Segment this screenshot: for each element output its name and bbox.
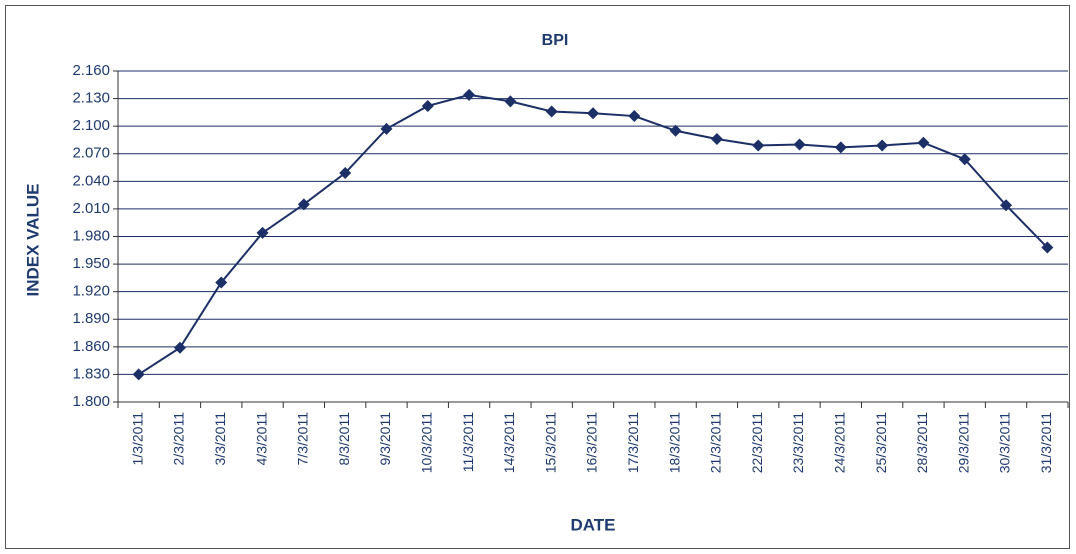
x-tick-label: 23/3/2011 <box>790 412 806 473</box>
y-tick-label: 1.920 <box>72 283 110 300</box>
data-point <box>421 99 434 112</box>
y-tick-label: 1.980 <box>72 227 110 244</box>
data-point <box>1000 199 1013 212</box>
x-tick-label: 25/3/2011 <box>873 412 889 473</box>
data-point <box>380 122 393 135</box>
data-point <box>834 141 847 154</box>
x-tick-label: 18/3/2011 <box>666 412 682 473</box>
data-point <box>297 198 310 211</box>
y-axis-title: INDEX VALUE <box>23 183 42 296</box>
data-point <box>587 107 599 120</box>
x-tick-label: 30/3/2011 <box>997 412 1013 473</box>
data-point <box>339 167 352 180</box>
data-point <box>173 341 186 354</box>
x-tick-label: 8/3/2011 <box>336 412 352 466</box>
x-tick-label: 31/3/2011 <box>1038 412 1054 473</box>
data-point <box>256 226 269 239</box>
data-point <box>504 95 517 108</box>
data-point <box>545 105 558 118</box>
data-point <box>669 124 682 137</box>
x-tick-label: 28/3/2011 <box>914 412 930 473</box>
x-tick-label: 21/3/2011 <box>708 412 724 473</box>
x-tick-label: 11/3/2011 <box>460 412 476 472</box>
x-tick-label: 17/3/2011 <box>625 412 641 473</box>
x-tick-label: 7/3/2011 <box>295 412 311 466</box>
data-point <box>752 139 765 152</box>
data-point <box>463 88 476 101</box>
data-point <box>958 153 971 166</box>
chart-border <box>5 5 1070 549</box>
data-point <box>628 110 641 123</box>
x-tick-label: 24/3/2011 <box>832 412 848 473</box>
y-tick-label: 2.010 <box>72 200 110 217</box>
x-tick-label: 3/3/2011 <box>212 412 228 466</box>
x-tick-label: 2/3/2011 <box>171 412 187 466</box>
x-tick-label: 4/3/2011 <box>253 412 269 466</box>
x-axis-title: DATE <box>570 515 615 534</box>
data-point <box>793 138 806 151</box>
x-tick-label: 1/3/2011 <box>129 412 145 466</box>
y-tick-label: 2.160 <box>72 62 110 79</box>
y-tick-label: 2.130 <box>72 90 110 107</box>
data-point <box>215 276 228 289</box>
x-tick-label: 9/3/2011 <box>377 412 393 466</box>
data-point <box>710 133 723 146</box>
x-tick-label: 16/3/2011 <box>584 412 600 473</box>
data-point <box>917 136 930 149</box>
y-tick-label: 1.890 <box>72 310 110 327</box>
y-tick-label: 1.860 <box>72 338 110 355</box>
y-tick-label: 1.800 <box>72 393 110 410</box>
y-tick-label: 2.040 <box>72 172 110 189</box>
data-point <box>132 368 145 381</box>
x-tick-label: 10/3/2011 <box>418 412 434 473</box>
x-tick-label: 15/3/2011 <box>542 412 558 473</box>
x-tick-label: 14/3/2011 <box>501 412 517 473</box>
y-tick-label: 2.070 <box>72 145 110 162</box>
chart-title: BPI <box>542 32 569 49</box>
y-tick-label: 1.950 <box>72 255 110 272</box>
data-point <box>876 139 889 152</box>
y-tick-label: 2.100 <box>72 117 110 134</box>
data-point <box>1041 241 1054 254</box>
y-tick-label: 1.830 <box>72 365 110 382</box>
x-tick-label: 29/3/2011 <box>955 412 971 473</box>
x-tick-label: 22/3/2011 <box>749 412 765 473</box>
